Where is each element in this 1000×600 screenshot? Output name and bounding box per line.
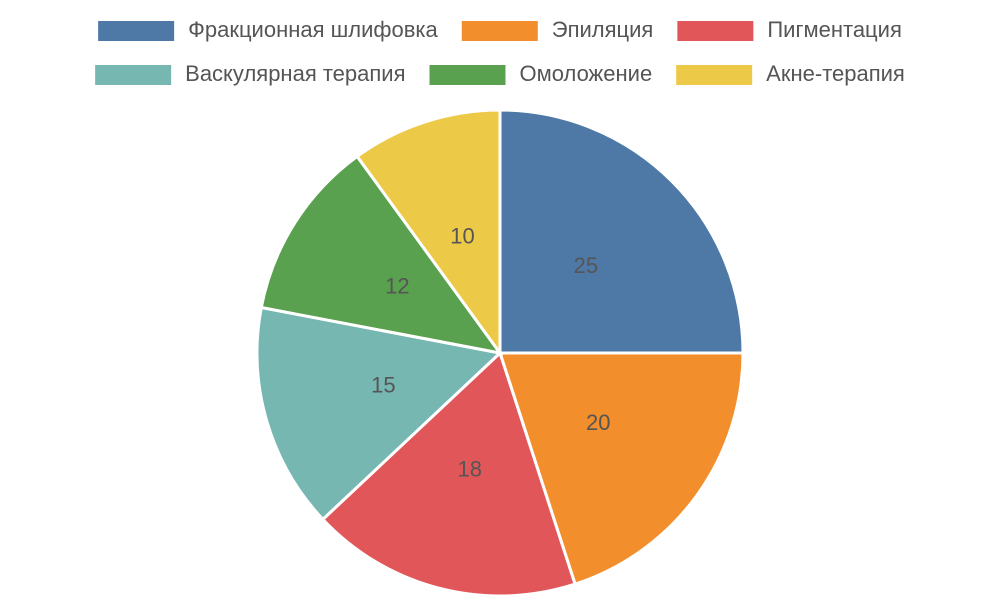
legend-label: Пигментация (767, 17, 902, 42)
legend-label: Фракционная шлифовка (188, 17, 438, 42)
pie-slice (497, 351, 745, 586)
data-label: 10 (450, 223, 474, 248)
data-label: 25 (574, 253, 598, 278)
legend-swatch (677, 21, 754, 41)
pie-slice (255, 305, 504, 522)
legend-swatch (461, 21, 538, 41)
legend-label: Эпиляция (552, 17, 654, 42)
legend-label: Васкулярная терапия (185, 61, 405, 86)
pie-slice (355, 108, 502, 358)
data-label: 12 (385, 274, 409, 299)
data-label: 15 (371, 373, 395, 398)
data-label: 18 (458, 456, 482, 481)
legend-row: Васкулярная терапия Омоложение Акне-терапи… (95, 61, 905, 86)
legend-swatch (98, 21, 175, 41)
legend-swatch (429, 65, 506, 85)
pie-slice (320, 350, 577, 598)
legend-swatch (95, 65, 172, 85)
legend-label: Акне-терапия (766, 61, 905, 86)
pie-slice (498, 108, 745, 355)
pie-slice (259, 154, 504, 356)
legend-row: Фракционная шлифовка Эпиляция Пигментация (98, 17, 902, 42)
legend-swatch (676, 65, 753, 85)
legend-label: Омоложение (519, 61, 652, 86)
data-label: 20 (586, 410, 610, 435)
